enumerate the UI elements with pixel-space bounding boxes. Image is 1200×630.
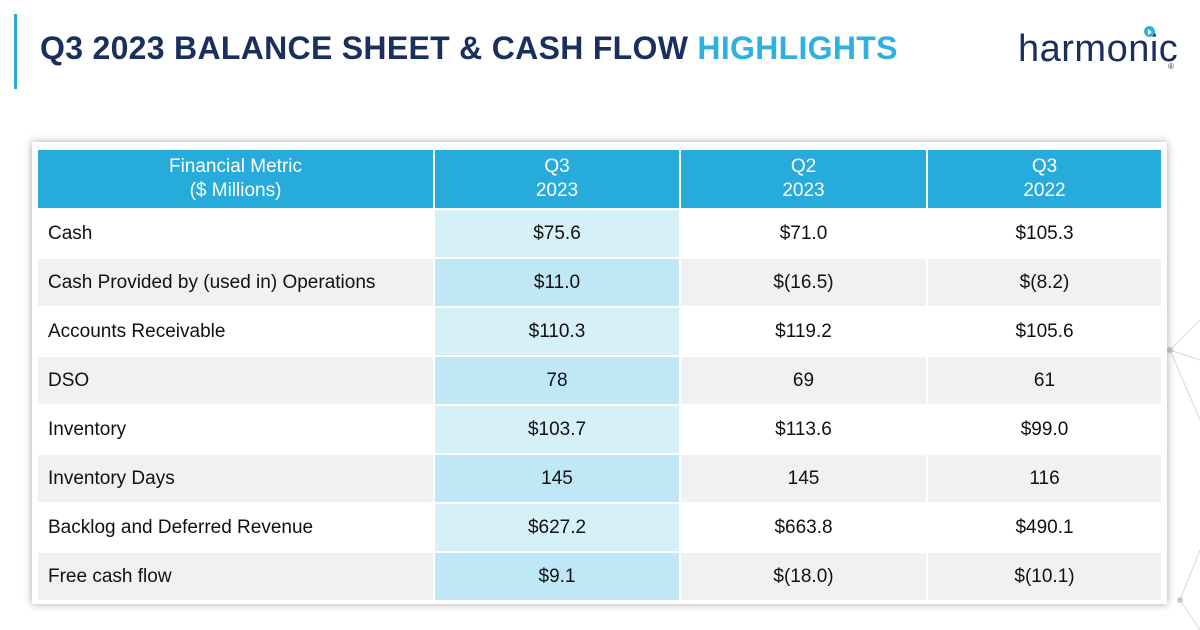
value-q3-2023: $9.1 bbox=[434, 551, 681, 600]
value-q3-2023: $627.2 bbox=[434, 502, 681, 552]
value-q2-2023: $(16.5) bbox=[680, 257, 928, 307]
value-q3-2022: $(8.2) bbox=[927, 257, 1161, 307]
harmonic-logo: harmonic ® bbox=[1018, 20, 1178, 80]
financial-metrics-table: Financial Metric ($ Millions) Q3 2023 Q2… bbox=[38, 150, 1161, 600]
slide-title-highlight: HIGHLIGHTS bbox=[697, 30, 898, 66]
value-q3-2022: $99.0 bbox=[927, 404, 1161, 454]
table-row: Inventory $103.7 $113.6 $99.0 bbox=[38, 404, 1161, 454]
header-financial-metric: Financial Metric ($ Millions) bbox=[38, 150, 435, 209]
logo-wordmark: harmonic bbox=[1018, 28, 1179, 70]
table-row: Free cash flow $9.1 $(18.0) $(10.1) bbox=[38, 551, 1161, 600]
value-q3-2023: 145 bbox=[434, 453, 681, 503]
table-row: DSO 78 69 61 bbox=[38, 355, 1161, 405]
metrics-table-card: Financial Metric ($ Millions) Q3 2023 Q2… bbox=[32, 142, 1167, 604]
table-header-row: Financial Metric ($ Millions) Q3 2023 Q2… bbox=[38, 150, 1161, 209]
value-q3-2022: $490.1 bbox=[927, 502, 1161, 552]
slide-title: Q3 2023 BALANCE SHEET & CASH FLOW HIGHLI… bbox=[40, 30, 898, 67]
value-q2-2023: $113.6 bbox=[680, 404, 928, 454]
metric-label: Inventory Days bbox=[38, 453, 435, 503]
table-row: Cash $75.6 $71.0 $105.3 bbox=[38, 208, 1161, 258]
network-decoration-icon bbox=[1167, 319, 1200, 630]
metric-label: DSO bbox=[38, 355, 435, 405]
value-q2-2023: 145 bbox=[680, 453, 928, 503]
title-accent-bar bbox=[14, 14, 17, 89]
value-q2-2023: $71.0 bbox=[680, 208, 928, 258]
value-q3-2023: $11.0 bbox=[434, 257, 681, 307]
table-row: Accounts Receivable $110.3 $119.2 $105.6 bbox=[38, 306, 1161, 356]
metric-label: Backlog and Deferred Revenue bbox=[38, 502, 435, 552]
value-q3-2022: $105.6 bbox=[927, 306, 1161, 356]
value-q3-2023: $110.3 bbox=[434, 306, 681, 356]
metric-label: Accounts Receivable bbox=[38, 306, 435, 356]
value-q3-2023: $75.6 bbox=[434, 208, 681, 258]
value-q3-2022: 116 bbox=[927, 453, 1161, 503]
table-row: Cash Provided by (used in) Operations $1… bbox=[38, 257, 1161, 307]
metric-label: Cash Provided by (used in) Operations bbox=[38, 257, 435, 307]
slide-title-main: Q3 2023 BALANCE SHEET & CASH FLOW bbox=[40, 30, 698, 66]
value-q3-2023: 78 bbox=[434, 355, 681, 405]
value-q3-2023: $103.7 bbox=[434, 404, 681, 454]
metric-label: Cash bbox=[38, 208, 435, 258]
value-q3-2022: $105.3 bbox=[927, 208, 1161, 258]
header-q3-2023: Q3 2023 bbox=[434, 150, 681, 209]
value-q2-2023: $663.8 bbox=[680, 502, 928, 552]
table-row: Inventory Days 145 145 116 bbox=[38, 453, 1161, 503]
value-q2-2023: 69 bbox=[680, 355, 928, 405]
value-q2-2023: $(18.0) bbox=[680, 551, 928, 600]
value-q3-2022: 61 bbox=[927, 355, 1161, 405]
logo-play-dot-icon bbox=[1144, 26, 1155, 37]
header-q3-2022: Q3 2022 bbox=[927, 150, 1161, 209]
value-q2-2023: $119.2 bbox=[680, 306, 928, 356]
header-q2-2023: Q2 2023 bbox=[680, 150, 928, 209]
value-q3-2022: $(10.1) bbox=[927, 551, 1161, 600]
metric-label: Inventory bbox=[38, 404, 435, 454]
logo-registered-mark: ® bbox=[1168, 62, 1174, 71]
table-row: Backlog and Deferred Revenue $627.2 $663… bbox=[38, 502, 1161, 552]
metric-label: Free cash flow bbox=[38, 551, 435, 600]
